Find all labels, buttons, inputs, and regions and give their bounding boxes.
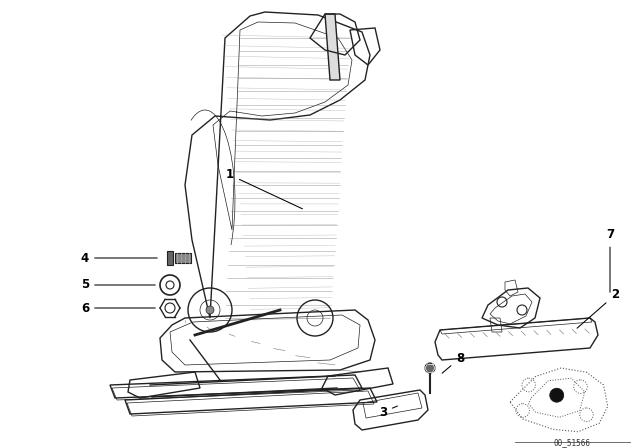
Text: 8: 8 [442,352,464,373]
Text: 2: 2 [577,289,619,328]
Circle shape [550,388,564,402]
Text: 4: 4 [81,251,157,264]
Text: 00_51566: 00_51566 [554,438,591,447]
Polygon shape [325,14,340,80]
Text: 1: 1 [226,168,303,209]
Circle shape [206,306,214,314]
Text: 5: 5 [81,279,156,292]
Polygon shape [175,253,191,263]
Text: 3: 3 [379,405,397,418]
Text: 7: 7 [606,228,614,292]
Circle shape [425,363,435,373]
Polygon shape [167,251,173,265]
Text: 6: 6 [81,302,156,314]
